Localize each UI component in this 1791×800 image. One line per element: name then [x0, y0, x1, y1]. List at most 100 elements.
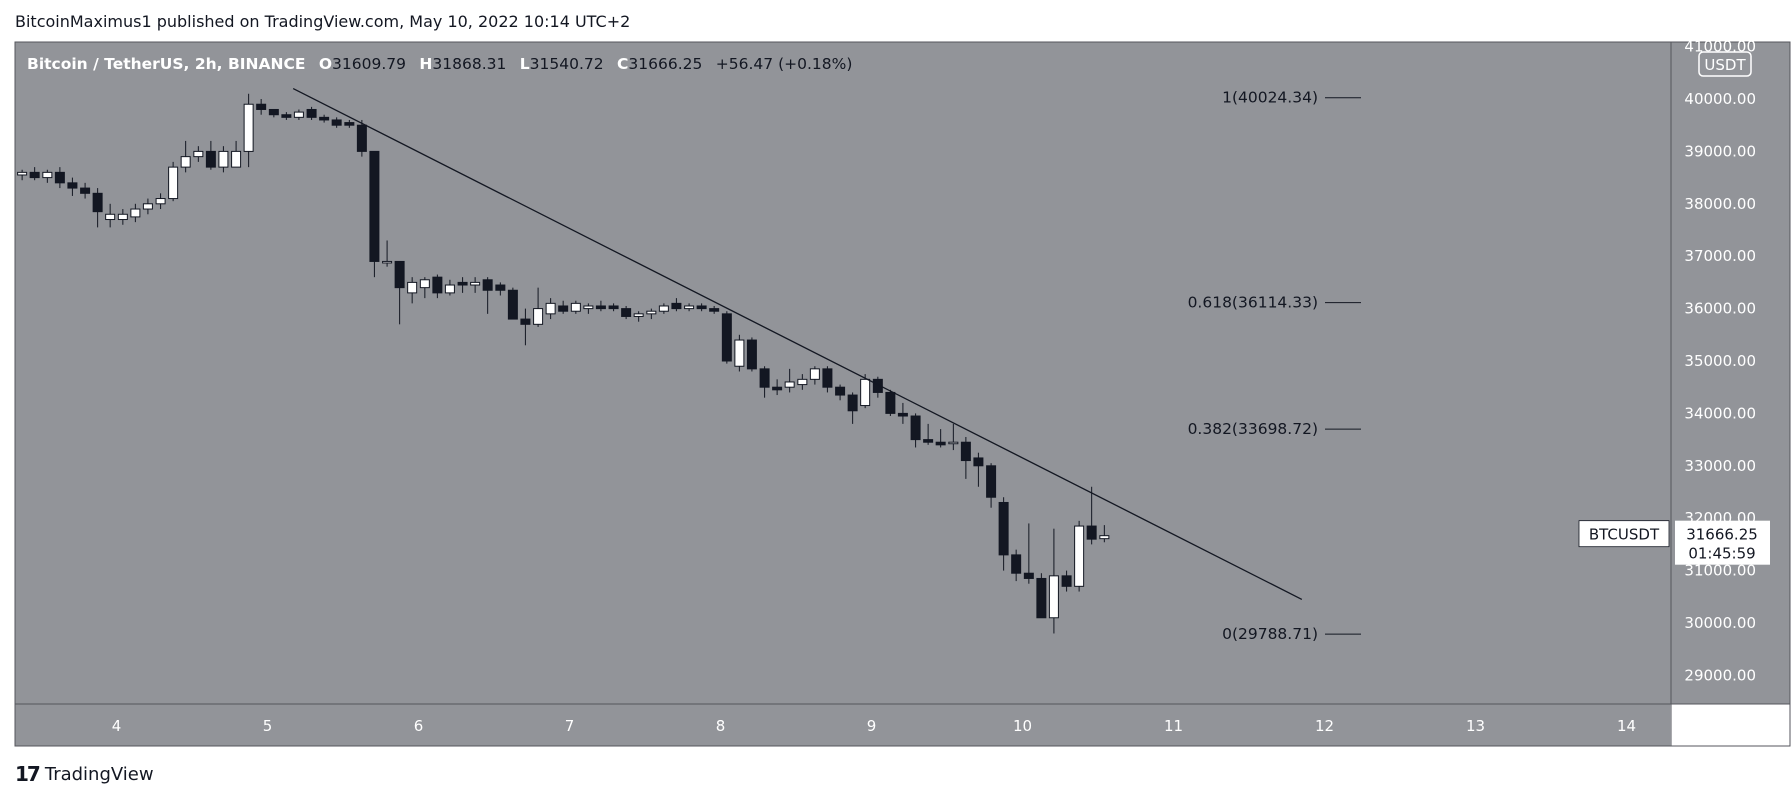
candle-body [533, 308, 544, 325]
candle [407, 277, 418, 304]
candle-body [155, 198, 166, 205]
candle [545, 298, 556, 320]
candle [948, 423, 959, 451]
candle-body [545, 302, 556, 315]
tradingview-logo-text: TradingView [44, 763, 154, 785]
tradingview-logo[interactable]: 17 TradingView [15, 762, 154, 786]
symbol-tag-box [1578, 520, 1670, 548]
candle [293, 109, 304, 120]
candle-body [721, 313, 732, 362]
fib-level-label: 1(40024.34) [1222, 89, 1318, 107]
candle [130, 203, 141, 223]
candle-body [306, 108, 317, 118]
candle [369, 150, 380, 278]
candle-body [784, 381, 795, 388]
candle-body [470, 281, 481, 286]
legend-low-value: 31540.72 [530, 55, 604, 73]
candle [180, 140, 191, 173]
candle-body [268, 108, 279, 116]
candle-body [243, 103, 254, 152]
candle [92, 188, 103, 228]
price-scale-ticks: 41000.00 40000.00 39000.00 38000.00 37000.00… [1684, 38, 1756, 685]
candle-body [356, 124, 367, 152]
countdown-tag: 01:45:59 [1688, 545, 1755, 563]
price-tag: 31666.25 [1686, 526, 1758, 544]
svg-text:Bitcoin / TetherUS, 2h, BINANC: Bitcoin / TetherUS, 2h, BINANCE O31609.7… [27, 55, 852, 73]
fib-level-label: 0.382(33698.72) [1188, 420, 1318, 438]
legend-close-label: C [617, 55, 628, 73]
candle-body [746, 339, 757, 370]
legend-low-label: L [520, 55, 530, 73]
candle-body [734, 339, 745, 367]
candle-body [595, 305, 606, 310]
candle [621, 305, 632, 320]
price-tick: 29000.00 [1684, 666, 1756, 684]
legend-high-value: 31868.31 [432, 55, 506, 73]
candle [595, 300, 606, 312]
candle [772, 379, 783, 396]
candle [432, 274, 443, 299]
candle [457, 277, 468, 293]
time-tick: 13 [1466, 717, 1485, 735]
candle-body [256, 103, 267, 110]
candle [105, 203, 116, 228]
candle-body [835, 386, 846, 396]
ohlc-legend: Bitcoin / TetherUS, 2h, BINANCE O31609.7… [27, 55, 852, 73]
time-scale-area[interactable] [15, 704, 1671, 746]
currency-badge-box [1698, 51, 1752, 77]
candle [507, 287, 518, 320]
candle-body [67, 182, 78, 189]
candle [759, 366, 770, 398]
candle [608, 303, 619, 312]
candle [306, 106, 317, 120]
time-tick: 7 [565, 717, 575, 735]
candle-body [17, 171, 28, 176]
candle-body [621, 308, 632, 317]
candle-body [809, 368, 820, 380]
candle [746, 337, 757, 372]
price-tick: 39000.00 [1684, 142, 1756, 160]
candle-body [910, 415, 921, 441]
candle [709, 305, 720, 314]
price-scale-area[interactable] [1671, 42, 1790, 704]
time-tick: 9 [867, 717, 877, 735]
currency-badge[interactable]: USDT [1698, 51, 1752, 77]
candle [809, 366, 820, 385]
chart-pane[interactable] [15, 42, 1671, 704]
candle-body [168, 166, 179, 200]
candle-body [180, 156, 191, 168]
price-tick: 35000.00 [1684, 352, 1756, 370]
candle-body [344, 122, 355, 126]
candle-body [684, 305, 695, 310]
candle-body [696, 305, 707, 310]
candle [382, 240, 393, 267]
candle-body [986, 465, 997, 498]
fibonacci-levels[interactable]: 1(40024.34) 0.618(36114.33) 0.382(33698.72… [1188, 89, 1361, 643]
candle-body [1023, 572, 1034, 579]
candle-body [29, 171, 40, 179]
candle [633, 311, 644, 322]
tradingview-logo-icon: 17 [15, 762, 41, 786]
candle [444, 279, 455, 296]
candle [1023, 523, 1034, 584]
publisher-line: BitcoinMaximus1 published on TradingView… [15, 12, 631, 31]
candle-body [54, 171, 65, 184]
candle [356, 119, 367, 157]
candle [646, 308, 657, 320]
candle-body [998, 501, 1009, 556]
candle-body [1061, 575, 1072, 587]
candle-body [419, 279, 430, 289]
candle-body [105, 213, 116, 221]
candle-body [646, 310, 657, 315]
trendline[interactable] [292, 87, 1303, 600]
candle-body [281, 114, 292, 118]
last-price-label[interactable]: BTCUSDT 31666.25 01:45:59 [1578, 520, 1770, 565]
symbol-tag: BTCUSDT [1589, 526, 1660, 544]
candle [155, 193, 166, 210]
candle-body [142, 203, 153, 210]
legend-symbol: Bitcoin / TetherUS, 2h, BINANCE [27, 55, 305, 73]
candle [897, 402, 908, 424]
candle-body [382, 260, 393, 264]
candle-body [633, 313, 644, 317]
